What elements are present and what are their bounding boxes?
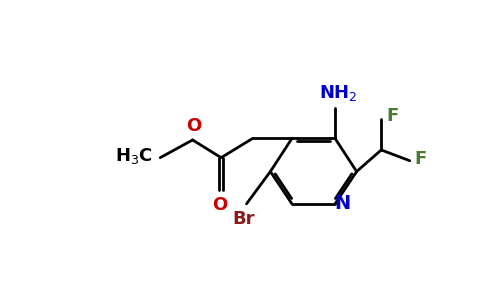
Text: NH$_2$: NH$_2$: [319, 83, 357, 103]
Text: H$_3$C: H$_3$C: [115, 146, 152, 166]
Text: O: O: [186, 117, 202, 135]
Text: F: F: [414, 150, 427, 168]
Text: N: N: [334, 194, 350, 213]
Text: Br: Br: [232, 210, 255, 228]
Text: O: O: [212, 196, 227, 214]
Text: F: F: [386, 107, 398, 125]
